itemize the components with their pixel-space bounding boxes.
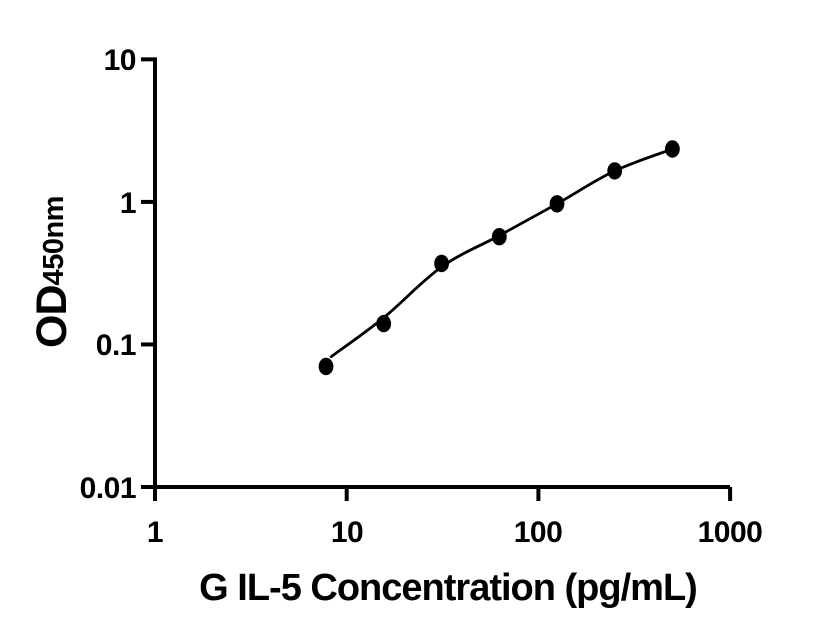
data-point (607, 162, 623, 180)
data-point (376, 314, 392, 333)
plot-layer (141, 57, 733, 501)
y-tick-label-10: 10 (104, 44, 136, 77)
data-point (491, 228, 507, 246)
y-axis-title-subscript: 450nm (38, 196, 70, 285)
x-tick-label-100: 100 (514, 516, 563, 549)
x-axis-tick-labels: 1 10 100 1000 (147, 516, 763, 549)
data-point (318, 357, 334, 376)
data-point (665, 140, 680, 158)
x-tick-label-1: 1 (147, 516, 163, 549)
x-axis-title: G IL-5 Concentration (pg/mL) (199, 567, 697, 609)
y-axis-title: OD450nm (28, 196, 76, 348)
y-tick-label-1: 1 (120, 187, 136, 220)
x-tick-label-10: 10 (331, 516, 363, 549)
y-axis-title-main: OD (28, 285, 76, 348)
y-axis-tick-labels: 10 1 0.1 0.01 (80, 44, 137, 505)
y-tick-label-0-01: 0.01 (80, 472, 136, 505)
y-tick-label-0-1: 0.1 (96, 329, 136, 362)
data-point (549, 195, 565, 213)
data-point (434, 254, 449, 273)
x-tick-label-1000: 1000 (698, 516, 763, 549)
